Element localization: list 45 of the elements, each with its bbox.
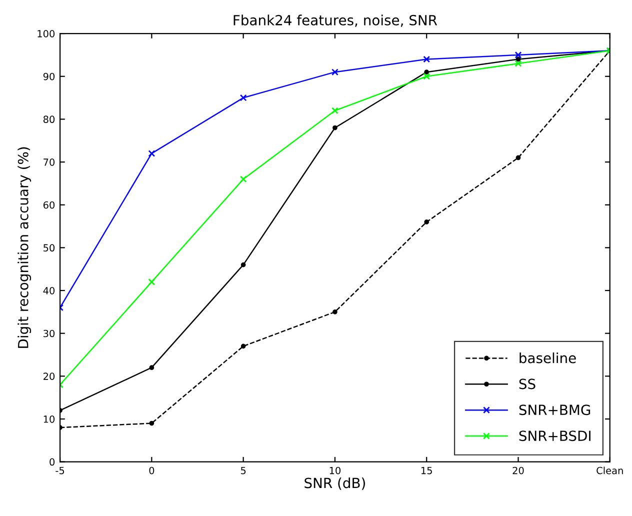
point	[331, 107, 338, 114]
point	[149, 365, 154, 370]
point	[423, 72, 430, 80]
legend-label: SNR+BMG	[519, 404, 590, 416]
y-tick-label: 10	[44, 415, 55, 423]
x-tick-label: 15	[421, 466, 432, 474]
point	[149, 420, 154, 426]
x-tick-label: -5	[56, 466, 64, 474]
point	[424, 220, 430, 224]
point	[240, 94, 247, 102]
y-tick-label: 90	[43, 72, 55, 80]
y-tick-label: 60	[43, 201, 55, 209]
point	[240, 344, 246, 349]
point	[331, 68, 338, 76]
y-tick-label: 70	[44, 158, 55, 166]
point	[516, 155, 521, 160]
y-tick-label: 100	[38, 30, 55, 38]
point	[424, 70, 430, 75]
point	[332, 309, 338, 314]
point	[332, 125, 338, 130]
point	[423, 56, 430, 63]
y-tick-label: 80	[43, 116, 55, 124]
x-tick-label: 20	[512, 466, 524, 474]
y-tick-label: 50	[44, 244, 55, 252]
x-tick-label: 5	[240, 466, 246, 474]
point	[240, 262, 246, 268]
x-tick-label: Clean	[596, 466, 623, 474]
point	[148, 278, 156, 286]
point	[514, 60, 522, 67]
chart-title: Fbank24 features, noise, SNR	[234, 14, 438, 27]
y-tick-label: 40	[43, 286, 55, 294]
point	[514, 51, 522, 58]
y-tick-label: 0	[50, 458, 55, 466]
x-tick-label: 0	[149, 466, 154, 474]
legend-label: SNR+BSDI	[519, 430, 590, 442]
y-axis-title: Digit recognition accuary (%)	[18, 147, 32, 348]
point	[516, 56, 521, 62]
y-tick-label: 30	[44, 330, 55, 338]
legend-label: baseline	[520, 352, 576, 364]
legend-label: SS	[519, 378, 536, 390]
point	[148, 150, 156, 157]
y-tick-label: 20	[44, 372, 55, 380]
x-tick-label: 10	[330, 466, 340, 474]
x-axis-title: SNR (dB)	[304, 477, 365, 490]
point	[240, 176, 247, 183]
